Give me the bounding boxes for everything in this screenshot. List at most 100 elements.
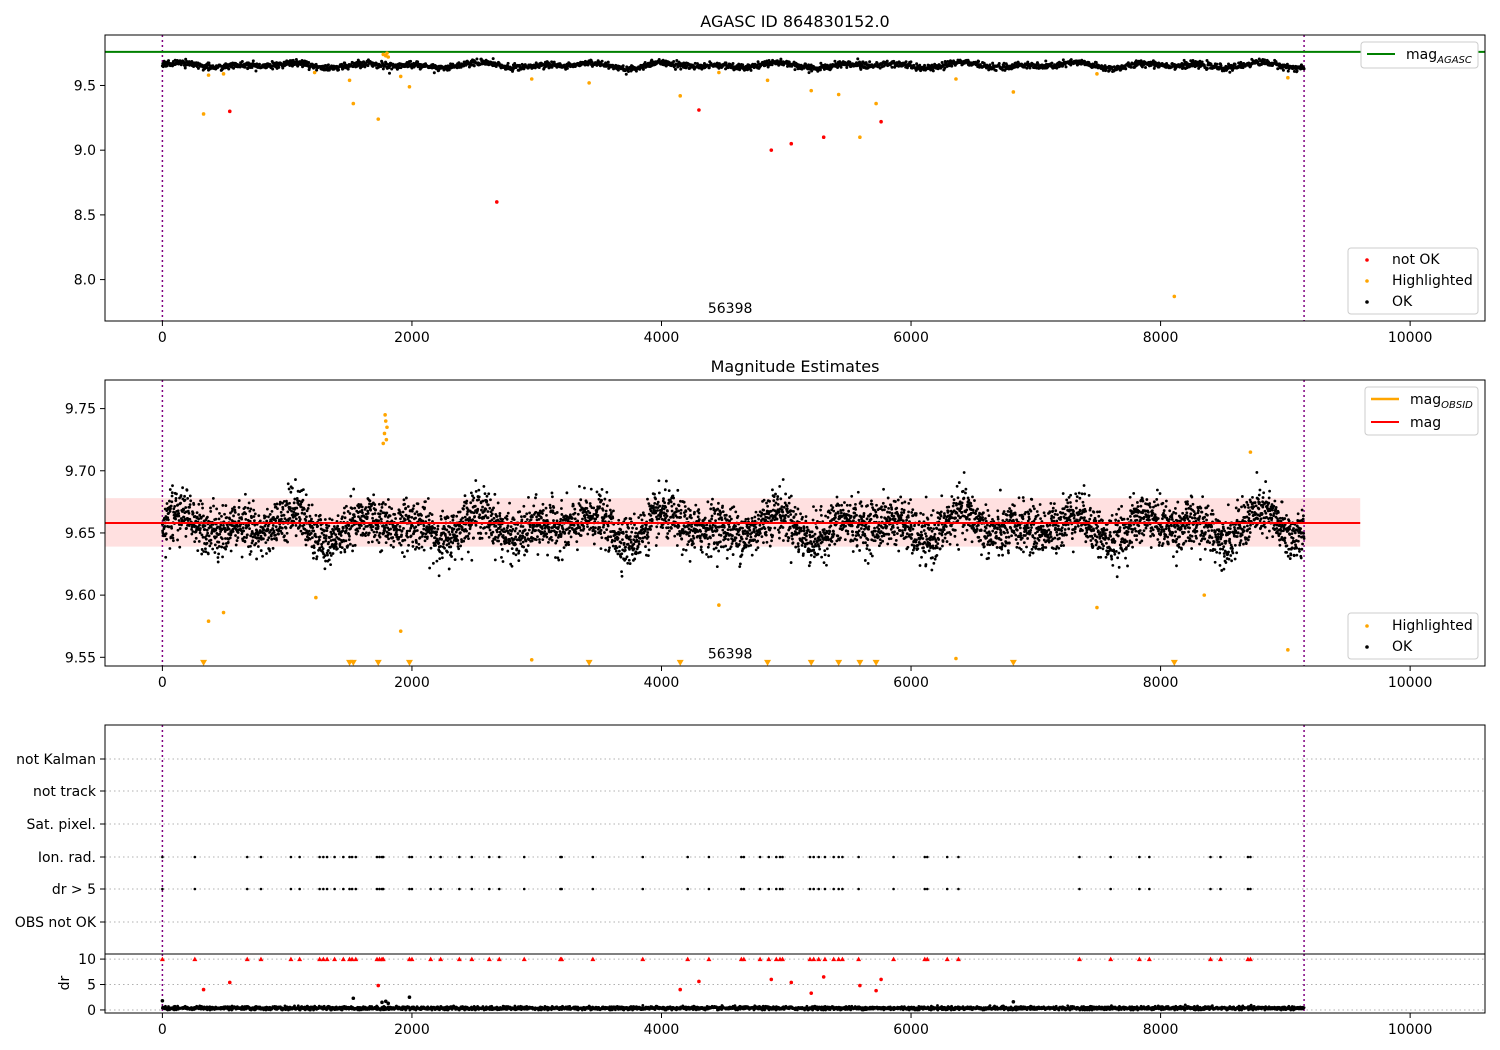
- ok-point: [318, 538, 321, 542]
- ok-point: [240, 59, 244, 63]
- ok-point: [174, 517, 177, 521]
- ok-point: [346, 544, 350, 548]
- ok-point: [476, 507, 480, 511]
- ok-point: [370, 528, 374, 532]
- ok-point: [427, 514, 430, 518]
- ok-point: [611, 544, 615, 548]
- ok-point: [334, 542, 338, 546]
- ok-point: [346, 67, 350, 71]
- ok-point: [435, 559, 439, 563]
- ok-point: [600, 536, 604, 540]
- ok-point: [653, 492, 656, 496]
- ok-point: [356, 529, 360, 533]
- ok-point: [661, 526, 665, 529]
- ok-point: [608, 508, 612, 512]
- ok-point: [452, 514, 455, 518]
- ok-point: [186, 496, 190, 500]
- ok-point: [307, 529, 311, 533]
- ok-point: [181, 486, 184, 490]
- ok-point: [625, 555, 629, 559]
- ok-point: [170, 526, 174, 530]
- not-ok-point: [697, 108, 701, 112]
- ok-point: [407, 515, 411, 519]
- ok-point: [173, 504, 177, 508]
- agasc-ytick-label: 9.5: [74, 78, 96, 94]
- ok-point: [586, 525, 589, 529]
- ok-point: [312, 529, 316, 533]
- ok-point: [341, 526, 345, 530]
- ok-point: [647, 502, 651, 506]
- ok-point: [366, 509, 370, 513]
- ok-point: [257, 539, 260, 543]
- ok-point: [550, 491, 554, 495]
- ok-point: [499, 542, 503, 546]
- ok-point: [555, 530, 558, 534]
- ok-point: [254, 541, 258, 545]
- ok-point: [909, 60, 913, 64]
- ok-point: [598, 494, 602, 498]
- ok-point: [1233, 62, 1237, 66]
- ok-point: [668, 529, 671, 533]
- ok-point: [209, 541, 213, 545]
- ok-point: [188, 494, 192, 498]
- ok-point: [484, 507, 488, 511]
- ok-point: [190, 59, 194, 63]
- ok-point: [368, 499, 372, 503]
- ok-point: [185, 526, 188, 530]
- ok-point: [447, 530, 451, 534]
- ok-point: [469, 501, 473, 505]
- ok-point: [240, 517, 244, 521]
- ok-point: [628, 562, 632, 565]
- ok-point: [456, 542, 460, 546]
- ok-point: [178, 527, 182, 530]
- ok-point: [512, 551, 515, 555]
- ok-point: [465, 512, 469, 516]
- ok-point: [627, 526, 630, 530]
- ok-point: [377, 502, 381, 506]
- ok-point: [546, 553, 549, 557]
- ok-point: [637, 540, 641, 543]
- highlighted-point: [1172, 294, 1177, 299]
- ok-point: [592, 542, 596, 546]
- ok-point: [620, 570, 623, 574]
- ok-point: [632, 542, 636, 546]
- ok-point: [369, 508, 372, 512]
- ok-point: [486, 503, 490, 507]
- ok-point: [931, 69, 935, 73]
- ok-point: [570, 517, 574, 520]
- ok-point: [455, 514, 459, 518]
- ok-point: [242, 529, 246, 533]
- ok-point: [475, 57, 479, 61]
- ok-point: [289, 506, 292, 510]
- ok-point: [440, 556, 444, 560]
- ok-point: [371, 64, 375, 68]
- ok-point: [560, 499, 564, 502]
- ok-point: [490, 512, 494, 516]
- ok-point: [311, 526, 315, 530]
- ok-point: [313, 551, 316, 555]
- ok-point: [530, 539, 534, 543]
- ok-point: [1215, 62, 1219, 66]
- ok-point: [385, 511, 389, 515]
- ok-point: [597, 497, 601, 501]
- ok-point: [383, 528, 387, 532]
- ok-point: [1281, 68, 1285, 72]
- ok-point: [225, 516, 229, 519]
- ok-point: [164, 532, 168, 536]
- ok-point: [599, 528, 603, 532]
- ok-point: [506, 61, 510, 65]
- ok-point: [486, 510, 490, 513]
- ok-point: [607, 548, 611, 552]
- ok-point: [603, 497, 607, 501]
- ok-point: [483, 526, 487, 529]
- ok-point: [428, 566, 432, 570]
- magnitude-panel-title: Magnitude Estimates: [711, 357, 880, 376]
- ok-point: [423, 506, 426, 510]
- ok-point: [334, 533, 338, 537]
- ok-point: [654, 544, 658, 547]
- ok-point: [522, 504, 526, 508]
- ok-point: [639, 513, 643, 517]
- ok-point: [435, 530, 439, 534]
- ok-point: [650, 524, 653, 528]
- ok-point: [628, 535, 632, 538]
